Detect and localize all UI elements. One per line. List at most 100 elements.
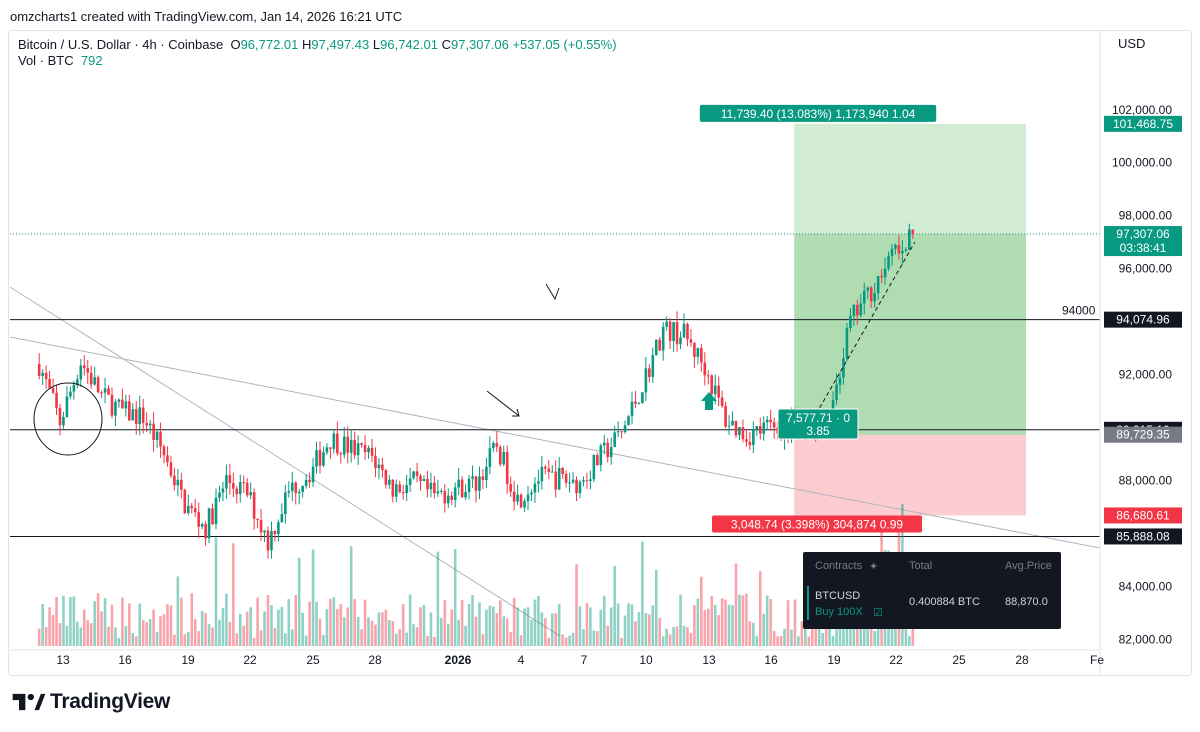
candle [849,315,852,328]
candle [329,447,332,449]
symbol-legend[interactable]: Bitcoin / U.S. Dollar · 4h · Coinbase O9… [18,37,617,52]
position-total: 0.400884 BTC [909,596,980,608]
candle [450,495,454,500]
volume-bar [204,612,207,646]
candle [322,452,325,466]
candle [904,249,908,251]
candle [342,436,346,455]
volume-bar [755,635,759,646]
volume-bar [627,603,630,646]
volume-bar [419,607,422,646]
candle [689,339,693,343]
volume-bar [103,598,107,646]
volume-bar [492,606,495,646]
volume-bar [394,633,398,646]
candle [176,479,180,486]
candle [627,416,630,426]
price-tick-label: 88,000.00 [1119,474,1173,488]
candle [415,471,419,476]
price-tick-label: 98,000.00 [1119,209,1173,223]
volume-bar [745,593,748,646]
volume-bar [72,596,76,646]
volume-bar [769,599,772,646]
candle [401,492,405,494]
volume-legend[interactable]: Vol · BTC 792 [18,53,103,68]
volume-bar [686,627,689,646]
arrow-annotation-top [545,283,560,301]
candle [381,464,384,471]
volume-bar [571,632,575,646]
candle [284,492,287,515]
candle [495,442,499,447]
target-label-bg [699,104,937,122]
pin-icon[interactable]: ✦ [869,561,879,573]
volume-bar [304,635,308,646]
volume-bar [55,596,58,646]
candle [762,422,766,434]
volume-bar [516,607,519,646]
candle [769,419,772,423]
volume-bar [311,549,315,646]
volume-bar [232,543,235,646]
candle [266,530,270,551]
currency-label[interactable]: USD [1118,36,1146,51]
candle [693,342,696,357]
open-label: O [230,37,241,52]
position-side-bar [807,586,809,620]
volume-bar [114,627,117,646]
candle [481,476,485,480]
close-value: 97,307.06 [450,37,509,52]
volume-bar [703,610,707,646]
candle [308,479,311,483]
volume-bar [654,569,658,646]
candle [96,377,100,393]
buy-arrow-icon [701,392,717,410]
volume-bar [651,605,655,646]
volume-bar [606,625,610,646]
candle [713,385,717,395]
volume-bar [186,631,190,646]
position-panel[interactable]: Contracts ✦ Total Avg.Price BTCUSD Buy 1… [803,552,1061,629]
volume-bar [200,610,204,646]
edit-icon[interactable]: ☑ [873,607,883,619]
volume-bar [748,621,752,646]
volume-bar [485,609,488,646]
volume-bar [284,633,287,646]
volume-bar [717,615,720,646]
volume-bar [221,608,225,646]
candle [145,422,148,426]
candle [873,293,876,302]
volume-bar [131,633,135,646]
time-tick-label: 7 [581,653,588,667]
candle [547,468,551,472]
volume-bar [76,621,79,646]
candle [405,485,408,493]
close-label: C [441,37,451,52]
time-tick-label: 25 [952,653,966,667]
candle [471,476,474,479]
candle [242,482,246,484]
volume-bar [166,604,169,646]
candle [426,479,429,490]
volume-bar [176,576,180,646]
candle [89,372,93,385]
time-tick-label: 19 [181,653,195,667]
candle [162,446,166,456]
high-value: 97,497.43 [311,37,370,52]
volume-bar [128,603,131,646]
price-label-bg [1104,426,1182,443]
volume-bar [353,599,356,646]
candle [82,365,86,369]
volume-bar [211,627,214,646]
volume-bar [602,595,606,646]
volume-bar [720,598,724,646]
volume-bar [793,599,797,646]
candle [287,491,291,493]
volume-bar [845,615,849,646]
volume-bar [384,609,388,646]
candle [890,248,894,257]
candle [134,409,138,424]
candle [301,485,304,492]
volume-bar [457,619,460,646]
